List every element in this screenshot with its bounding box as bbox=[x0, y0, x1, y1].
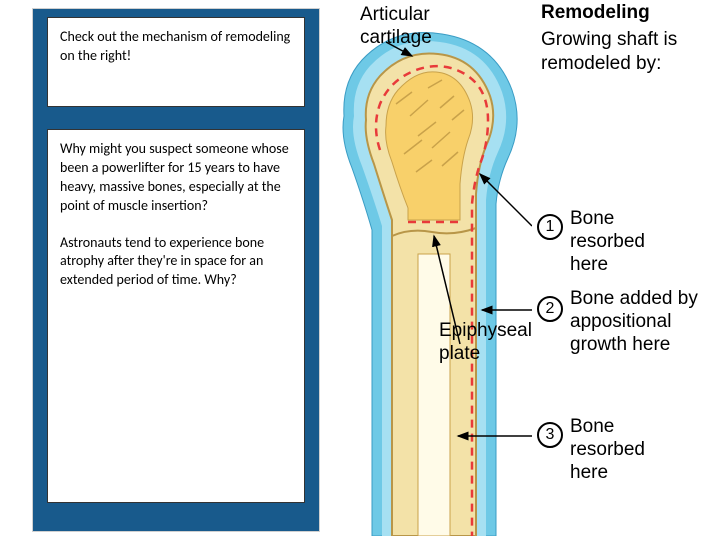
callout-2-text: Bone added by appositional growth here bbox=[570, 288, 720, 356]
left-panel: Check out the mechanism of remodeling on… bbox=[32, 8, 320, 532]
callout-1-text: Bone resorbed here bbox=[570, 208, 680, 276]
label-articular-text: Articular cartilage bbox=[360, 4, 440, 50]
intro-box: Check out the mechanism of remodeling on… bbox=[47, 17, 305, 107]
remodeling-title: Remodeling bbox=[541, 2, 717, 24]
callout-1-number: 1 bbox=[537, 214, 563, 240]
label-epiphyseal-plate: Epiphyseal plate bbox=[439, 320, 529, 366]
callout-3-text: Bone resorbed here bbox=[570, 416, 680, 484]
label-articular-cartilage: Articular cartilage bbox=[360, 4, 440, 50]
bone-diagram bbox=[332, 4, 532, 536]
intro-text: Check out the mechanism of remodeling on… bbox=[60, 28, 292, 66]
question-2: Astronauts tend to experience bone atrop… bbox=[60, 234, 292, 291]
callout-3-number: 3 bbox=[537, 422, 563, 448]
callout-2-number: 2 bbox=[537, 296, 563, 322]
remodeling-header: Remodeling Growing shaft is remodeled by… bbox=[541, 2, 717, 76]
remodeling-sub: Growing shaft is remodeled by: bbox=[541, 28, 717, 76]
label-epiphyseal-text: Epiphyseal plate bbox=[439, 320, 529, 366]
questions-box: Why might you suspect someone whose been… bbox=[47, 129, 305, 503]
question-1: Why might you suspect someone whose been… bbox=[60, 140, 292, 216]
shaft-cavity bbox=[418, 254, 450, 536]
